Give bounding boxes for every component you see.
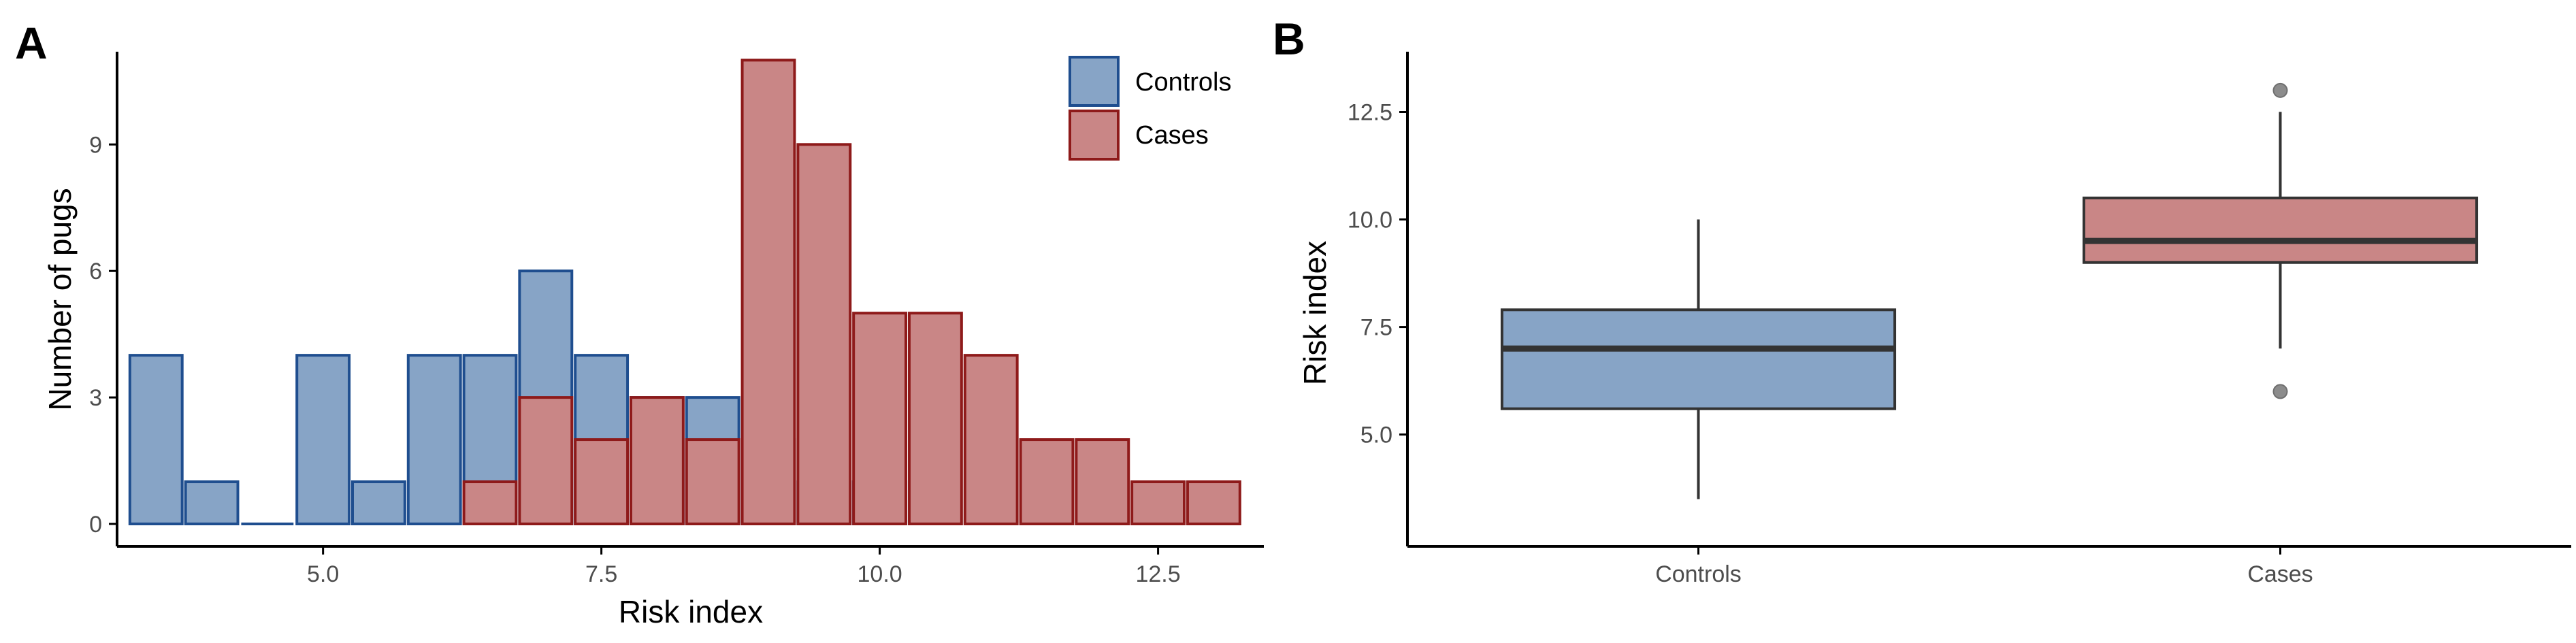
histogram-x-ticks: 5.0 7.5 10.0 12.5	[307, 546, 1181, 587]
cases-bar	[629, 396, 685, 525]
x-tick-label: 7.5	[585, 561, 617, 587]
cases-bar	[1019, 438, 1075, 525]
histogram-panel: A 5.0 7.5 10.0 12.5 0 3 6 9 Risk index Number …	[15, 18, 1264, 629]
legend-label-controls: Controls	[1135, 68, 1232, 97]
cases-outlier	[2272, 384, 2288, 399]
legend-swatch-cases	[1069, 110, 1120, 161]
legend-swatch-controls	[1069, 56, 1120, 107]
legend: Controls Cases	[1069, 56, 1232, 161]
controls-bar	[128, 354, 184, 526]
cases-bar	[1130, 480, 1186, 525]
controls-bar	[184, 480, 240, 525]
y-tick-label: 3	[89, 385, 102, 411]
cases-bar	[1186, 480, 1241, 525]
cases-bars	[462, 59, 1241, 526]
x-tick-label: Cases	[2247, 561, 2313, 587]
histogram-axes	[116, 52, 1264, 548]
controls-bar	[295, 354, 351, 526]
y-tick-label: 7.5	[1360, 315, 1392, 341]
cases-bar	[1075, 438, 1130, 525]
x-tick-label: 12.5	[1135, 561, 1180, 587]
controls-bar	[406, 354, 462, 526]
controls-box	[1500, 308, 1897, 410]
y-tick-label: 6	[89, 259, 102, 284]
cases-bar	[574, 438, 630, 525]
x-tick-label: Controls	[1655, 561, 1742, 587]
panel-a-label: A	[15, 18, 48, 68]
y-tick-label: 5.0	[1360, 423, 1392, 448]
histogram-y-ticks: 0 3 6 9	[89, 132, 117, 538]
boxplot-panel: B 5.0 7.5 10.0 12.5 Controls Cases Risk inde…	[1273, 14, 2571, 587]
x-tick-label: 10.0	[858, 561, 902, 587]
boxplot-y-ticks: 5.0 7.5 10.0 12.5	[1348, 100, 1407, 448]
histogram-y-axis-title: Number of pugs	[42, 188, 78, 410]
boxplot-x-ticks: Controls Cases	[1655, 546, 2313, 587]
boxplot-y-axis-title: Risk index	[1297, 241, 1333, 385]
y-tick-label: 9	[89, 132, 102, 158]
cases-bar	[518, 396, 574, 525]
cases-bar	[963, 354, 1019, 526]
histogram-x-axis-title: Risk index	[619, 594, 763, 629]
boxplots	[1500, 82, 2479, 499]
cases-box	[2082, 196, 2479, 264]
legend-label-cases: Cases	[1135, 121, 1209, 150]
y-tick-label: 10.0	[1348, 208, 1392, 233]
cases-bar	[796, 143, 852, 526]
y-tick-label: 12.5	[1348, 100, 1392, 126]
x-tick-label: 5.0	[307, 561, 339, 587]
cases-bar	[740, 59, 796, 525]
cases-bar	[907, 312, 963, 525]
cases-outlier	[2272, 82, 2288, 98]
boxplot-axes	[1406, 52, 2571, 548]
y-tick-label: 0	[89, 512, 102, 538]
cases-bar	[685, 438, 740, 525]
panel-b-label: B	[1273, 14, 1305, 64]
cases-bar	[462, 480, 518, 525]
cases-bar	[852, 312, 908, 525]
controls-bar	[350, 480, 406, 525]
